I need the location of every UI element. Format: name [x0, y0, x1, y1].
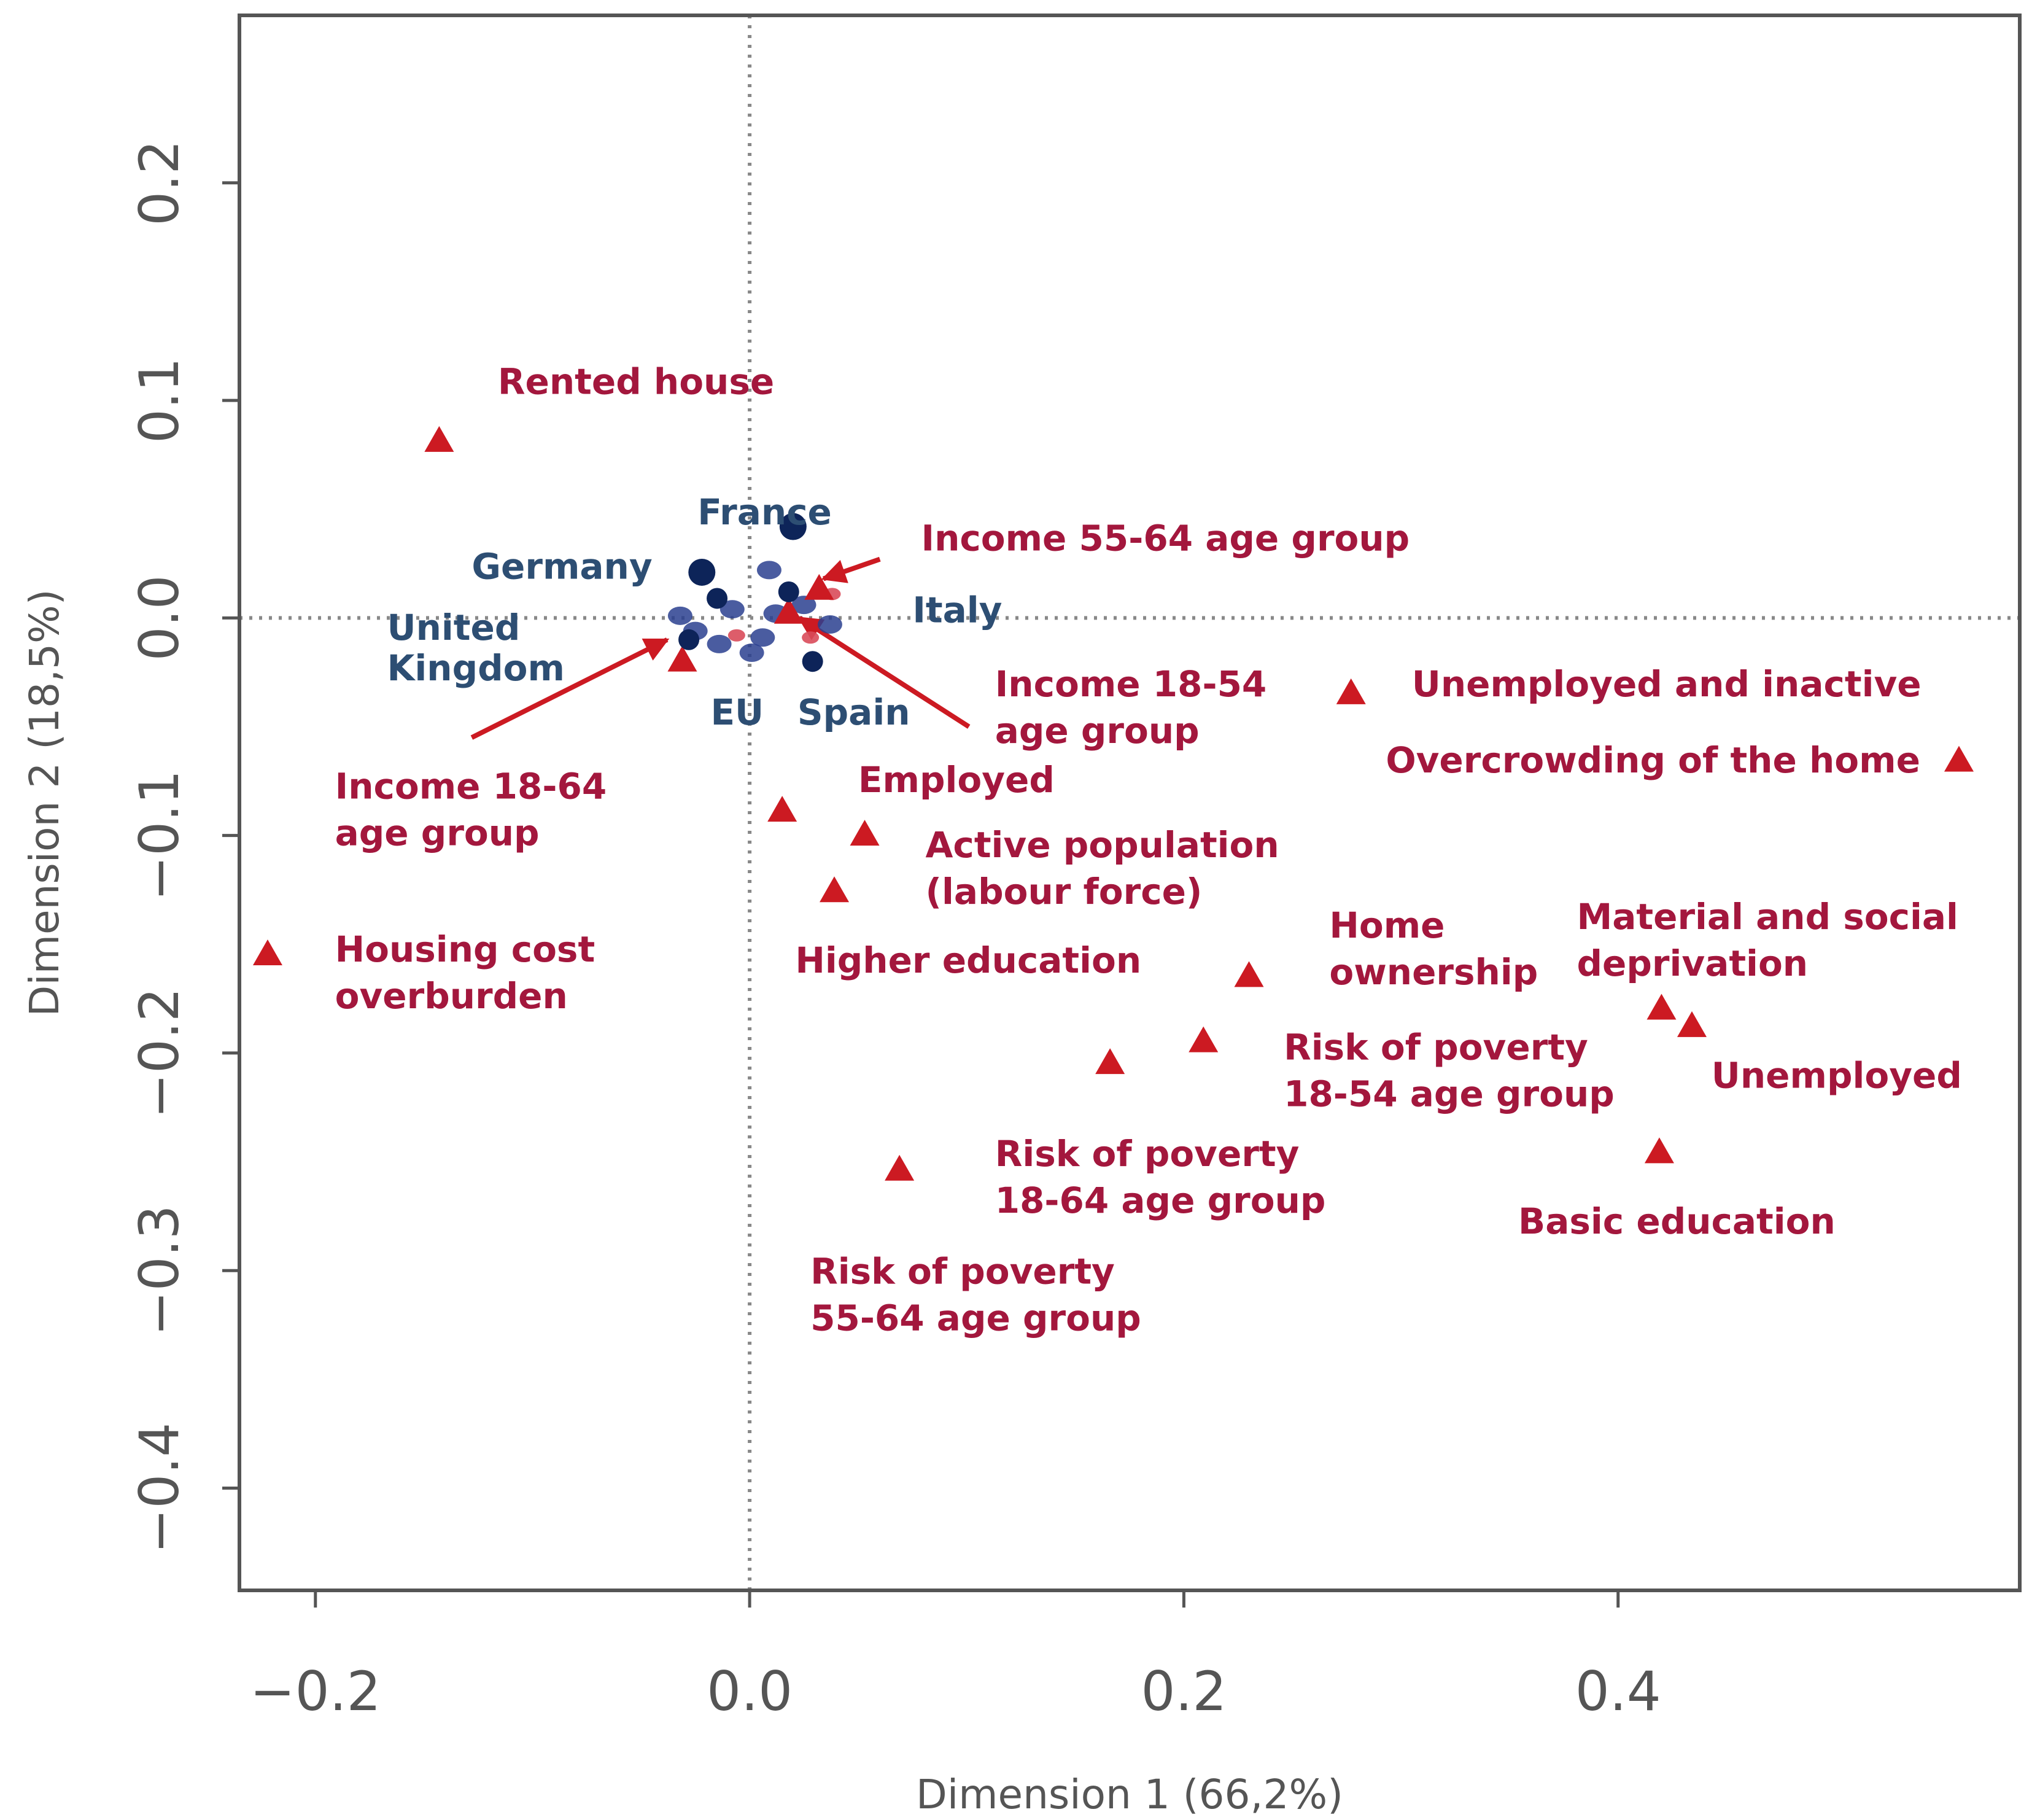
y-tick-label: −0.2 — [128, 987, 191, 1119]
variable-label-home-ownership-line-1: Home — [1329, 904, 1445, 946]
variable-point-income-55-64 — [804, 574, 834, 600]
cluster-marker — [802, 631, 820, 644]
variable-point-unemployed — [1677, 1011, 1707, 1037]
variable-label-risk-poverty-55-64-line-2: 55-64 age group — [810, 1297, 1141, 1339]
y-axis-title: Dimension 2 (18,5%) — [21, 589, 68, 1017]
variable-label-home-ownership-line-2: ownership — [1329, 951, 1538, 993]
reference-lines — [239, 15, 2020, 1590]
y-axis: 0.2 0.1 0.0 −0.1 −0.2 −0.3 −0.4 — [128, 140, 239, 1554]
variable-label-unemployed-inactive-line-1: Unemployed and inactive — [1412, 663, 1922, 705]
variable-point-rented-house — [424, 426, 454, 452]
variable-label-basic-education-line-1: Basic education — [1518, 1200, 1836, 1242]
country-label-spain: Spain — [797, 691, 910, 733]
country-point-eu — [707, 588, 728, 609]
x-axis-title: Dimension 1 (66,2%) — [916, 1771, 1343, 1818]
plot-frame — [238, 14, 2022, 1592]
variable-label-housing-cost-overburden-line-1: Housing cost — [335, 928, 595, 970]
variable-point-material-social-deprivation — [1646, 994, 1677, 1020]
country-points — [678, 513, 823, 672]
variable-points — [252, 426, 1974, 1181]
variable-label-housing-cost-overburden-line-2: overburden — [335, 975, 568, 1017]
variable-label-risk-poverty-18-64-line-1: Risk of poverty — [995, 1133, 1300, 1175]
cluster-marker — [707, 634, 732, 653]
country-point-france — [779, 513, 807, 540]
country-label-eu: EU — [710, 691, 764, 733]
country-point-spain — [802, 651, 823, 672]
cluster-marker — [750, 628, 775, 647]
variable-point-housing-cost-overburden — [252, 939, 282, 965]
x-tick-label: 0.2 — [1141, 1660, 1227, 1723]
variable-point-risk-poverty-18-54 — [1189, 1026, 1219, 1052]
x-tick-label: −0.2 — [250, 1660, 381, 1723]
variable-point-employed — [767, 796, 797, 822]
variable-label-income-55-64-line-1: Income 55-64 age group — [921, 518, 1410, 559]
country-point-germany — [688, 558, 716, 586]
y-tick-label: −0.4 — [128, 1423, 191, 1554]
variable-label-income-18-64-line-1: Income 18-64 — [335, 765, 607, 807]
variable-label-income-18-54-line-2: age group — [995, 710, 1200, 752]
cluster-marker — [739, 644, 764, 663]
variable-point-risk-poverty-18-64 — [1095, 1048, 1125, 1075]
annotation-arrow-1 — [821, 556, 881, 583]
cluster-marker — [667, 606, 692, 625]
variable-point-active-population — [850, 820, 880, 846]
variable-point-overcrowding — [1944, 745, 1974, 772]
country-point-united-kingdom — [678, 629, 700, 650]
variable-label-material-social-deprivation-line-2: deprivation — [1577, 943, 1809, 984]
variable-label-risk-poverty-55-64-line-1: Risk of poverty — [810, 1250, 1115, 1292]
country-label-united-kingdom-line-2: Kingdom — [387, 647, 564, 689]
annotation-arrow-2 — [797, 615, 971, 729]
variable-labels: Rented house Income 55-64 age group Income… — [335, 360, 1962, 1339]
variable-point-income-18-54 — [774, 597, 804, 624]
cluster-marker — [756, 561, 781, 580]
y-tick-label: 0.0 — [128, 575, 191, 661]
cluster-marker — [791, 596, 816, 615]
country-label-germany: Germany — [471, 546, 652, 588]
variable-point-basic-education — [1644, 1137, 1674, 1164]
variable-label-active-population-line-1: Active population — [926, 824, 1279, 866]
country-label-france: France — [697, 491, 832, 533]
variable-label-income-18-64-line-2: age group — [335, 812, 540, 854]
country-point-italy — [778, 581, 799, 602]
x-tick-label: 0.0 — [707, 1660, 793, 1723]
variable-label-income-18-54-line-1: Income 18-54 — [995, 663, 1267, 705]
variable-label-material-social-deprivation-line-1: Material and social — [1577, 896, 1958, 938]
country-label-italy: Italy — [912, 589, 1002, 631]
variable-label-active-population-line-2: (labour force) — [926, 871, 1203, 912]
country-label-united-kingdom-line-1: United — [387, 607, 520, 648]
country-cluster — [667, 561, 842, 663]
x-tick-label: 0.4 — [1575, 1660, 1661, 1723]
variable-point-unemployed-inactive — [1336, 678, 1366, 704]
variable-label-higher-education-line-1: Higher education — [795, 939, 1141, 981]
y-tick-label: −0.3 — [128, 1205, 191, 1336]
variable-point-home-ownership — [1234, 961, 1264, 987]
variable-label-risk-poverty-18-54-line-2: 18-54 age group — [1284, 1073, 1615, 1115]
annotation-arrows — [470, 556, 971, 740]
annotation-arrow-3 — [470, 637, 670, 740]
variable-label-unemployed-line-1: Unemployed — [1712, 1055, 1962, 1097]
y-tick-label: 0.2 — [128, 140, 191, 226]
variable-point-risk-poverty-55-64 — [885, 1154, 915, 1181]
cluster-marker — [727, 629, 745, 642]
variable-label-risk-poverty-18-64-line-2: 18-64 age group — [995, 1180, 1326, 1221]
cluster-marker — [719, 600, 745, 619]
y-tick-label: 0.1 — [128, 357, 191, 443]
variable-point-income-18-64 — [667, 645, 697, 672]
x-axis: −0.2 0.0 0.2 0.4 — [250, 1590, 1661, 1723]
variable-point-higher-education — [820, 876, 850, 903]
cluster-marker — [817, 615, 842, 634]
y-tick-label: −0.1 — [128, 770, 191, 901]
variable-label-rented-house-line-1: Rented house — [498, 360, 774, 402]
variable-label-risk-poverty-18-54-line-1: Risk of poverty — [1284, 1027, 1588, 1068]
variable-label-overcrowding-line-1: Overcrowding of the home — [1386, 739, 1920, 781]
variable-label-employed-line-1: Employed — [858, 759, 1055, 801]
